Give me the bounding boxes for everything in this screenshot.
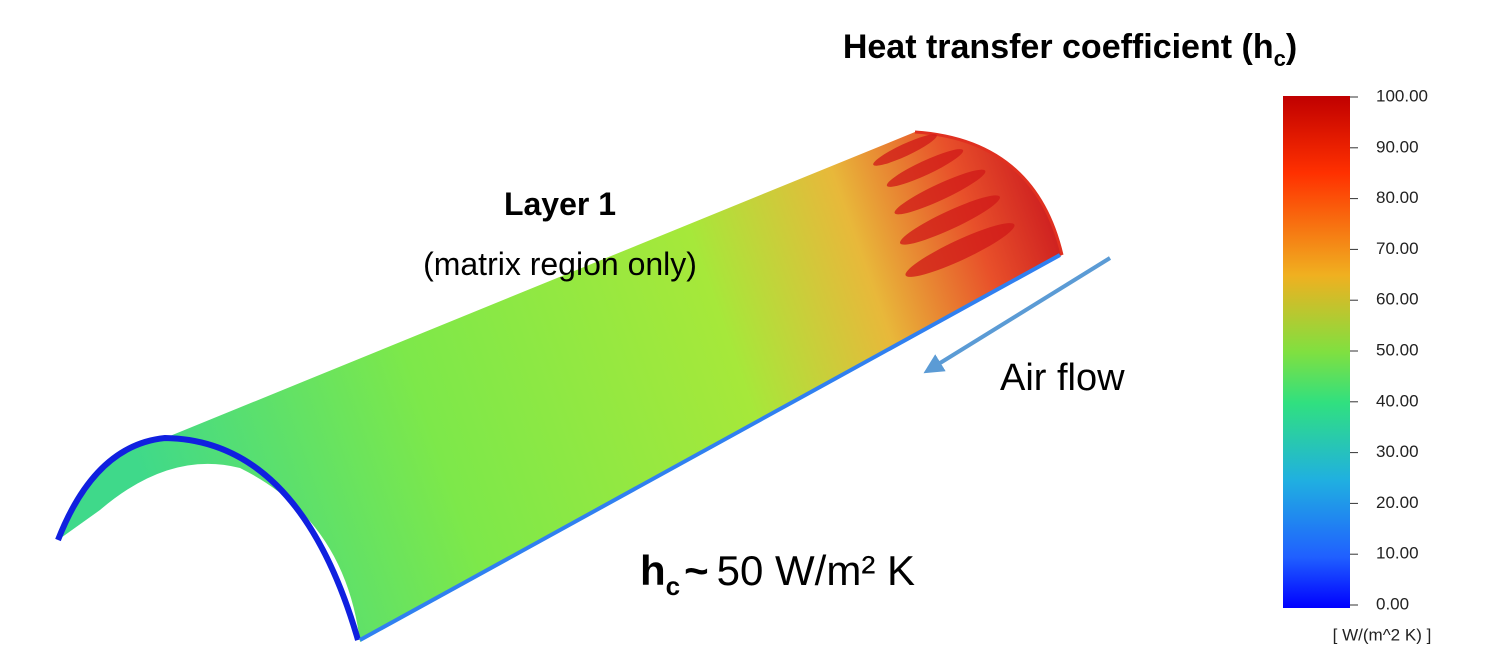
- layer-name: Layer 1: [504, 186, 616, 222]
- colorbar-tick-label: 80.00: [1376, 188, 1419, 207]
- colorbar-tick-label: 60.00: [1376, 290, 1419, 309]
- colorbar-unit: [ W/(m^2 K) ]: [1333, 625, 1432, 644]
- colorbar-tick-label: 0.00: [1376, 594, 1409, 613]
- flow-label: Air flow: [1000, 357, 1125, 399]
- colorbar-tick-label: 90.00: [1376, 137, 1419, 156]
- colorbar: [1283, 96, 1350, 608]
- colorbar-tick-label: 30.00: [1376, 442, 1419, 461]
- colorbar-tick-label: 70.00: [1376, 239, 1419, 258]
- colorbar-tick-label: 20.00: [1376, 493, 1419, 512]
- colorbar-tick-label: 40.00: [1376, 391, 1419, 410]
- layer-note: (matrix region only): [423, 246, 697, 282]
- colorbar-tick-label: 100.00: [1376, 86, 1428, 105]
- colorbar-tick-label: 50.00: [1376, 340, 1419, 359]
- figure: Heat transfer coefficient (hc) Layer 1 (…: [0, 0, 1496, 652]
- estimate: hc~50 W/m² K: [640, 547, 915, 601]
- colorbar-tick-label: 10.00: [1376, 544, 1419, 563]
- title: Heat transfer coefficient (hc): [843, 28, 1297, 71]
